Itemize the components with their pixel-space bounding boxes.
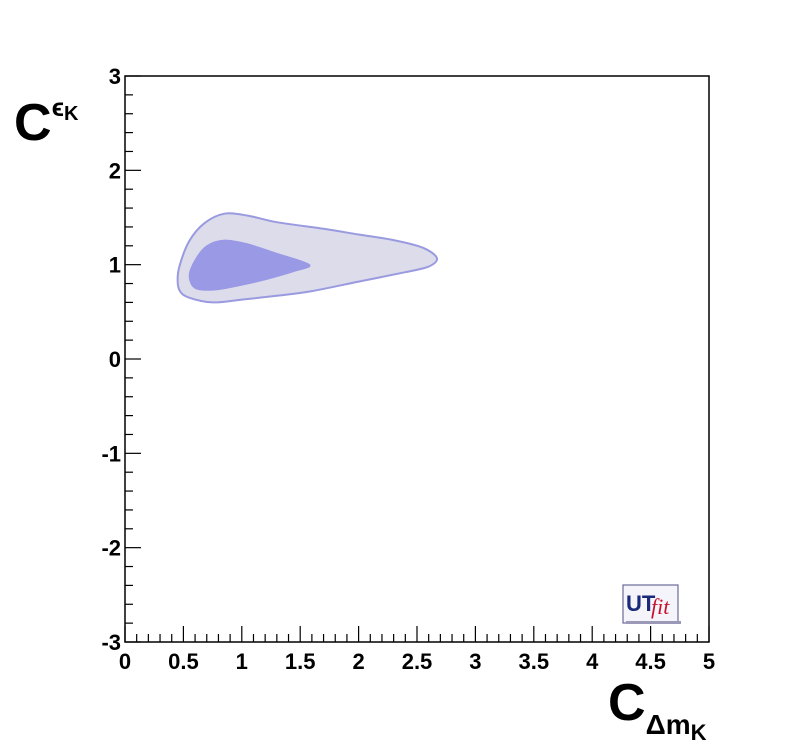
axis-ticks: [124, 75, 710, 643]
contour-region-inner: [188, 239, 311, 291]
y-tick-label: -2: [101, 536, 121, 561]
x-tick-label: 3.5: [519, 649, 550, 674]
y-tick-label: 2: [109, 158, 121, 183]
x-tick-label: 2.5: [402, 649, 433, 674]
y-axis-title-subsub: K: [64, 103, 79, 125]
logo-ut-text: UT: [626, 591, 656, 616]
x-axis-title-main: C: [608, 674, 646, 732]
x-tick-label: 4.5: [635, 649, 666, 674]
x-tick-label: 2: [352, 649, 364, 674]
x-axis-title-subsub: K: [691, 720, 707, 745]
utfit-logo: UT fit: [622, 584, 681, 624]
y-tick-label: 3: [109, 64, 121, 89]
x-tick-label: 0: [119, 649, 131, 674]
x-tick-label: 1.5: [285, 649, 316, 674]
x-tick-label: 1: [236, 649, 248, 674]
x-axis-title: CΔmK: [608, 674, 707, 745]
y-axis-title-main: C: [14, 94, 52, 152]
x-tick-label: 0.5: [168, 649, 199, 674]
y-axis-title-sub: ϵ: [52, 92, 64, 122]
x-tick-label: 5: [703, 649, 715, 674]
contour-regions: [176, 212, 439, 304]
y-axis-title: CϵK: [14, 92, 79, 152]
plot-frame: [124, 75, 710, 643]
logo-fit-text: fit: [651, 594, 670, 619]
x-tick-label: 4: [586, 649, 599, 674]
y-tick-label: 1: [109, 253, 121, 278]
tick-labels: 0 0.5 1 1.5 2 2.5 3 3.5 4 4.5 5 -3 -2 -1 0 1 2 3: [101, 64, 715, 674]
x-axis-title-sub: Δm: [646, 709, 691, 740]
y-tick-label: 0: [109, 347, 121, 372]
x-tick-label: 3: [469, 649, 481, 674]
y-tick-label: -3: [101, 630, 121, 655]
y-tick-label: -1: [101, 441, 121, 466]
